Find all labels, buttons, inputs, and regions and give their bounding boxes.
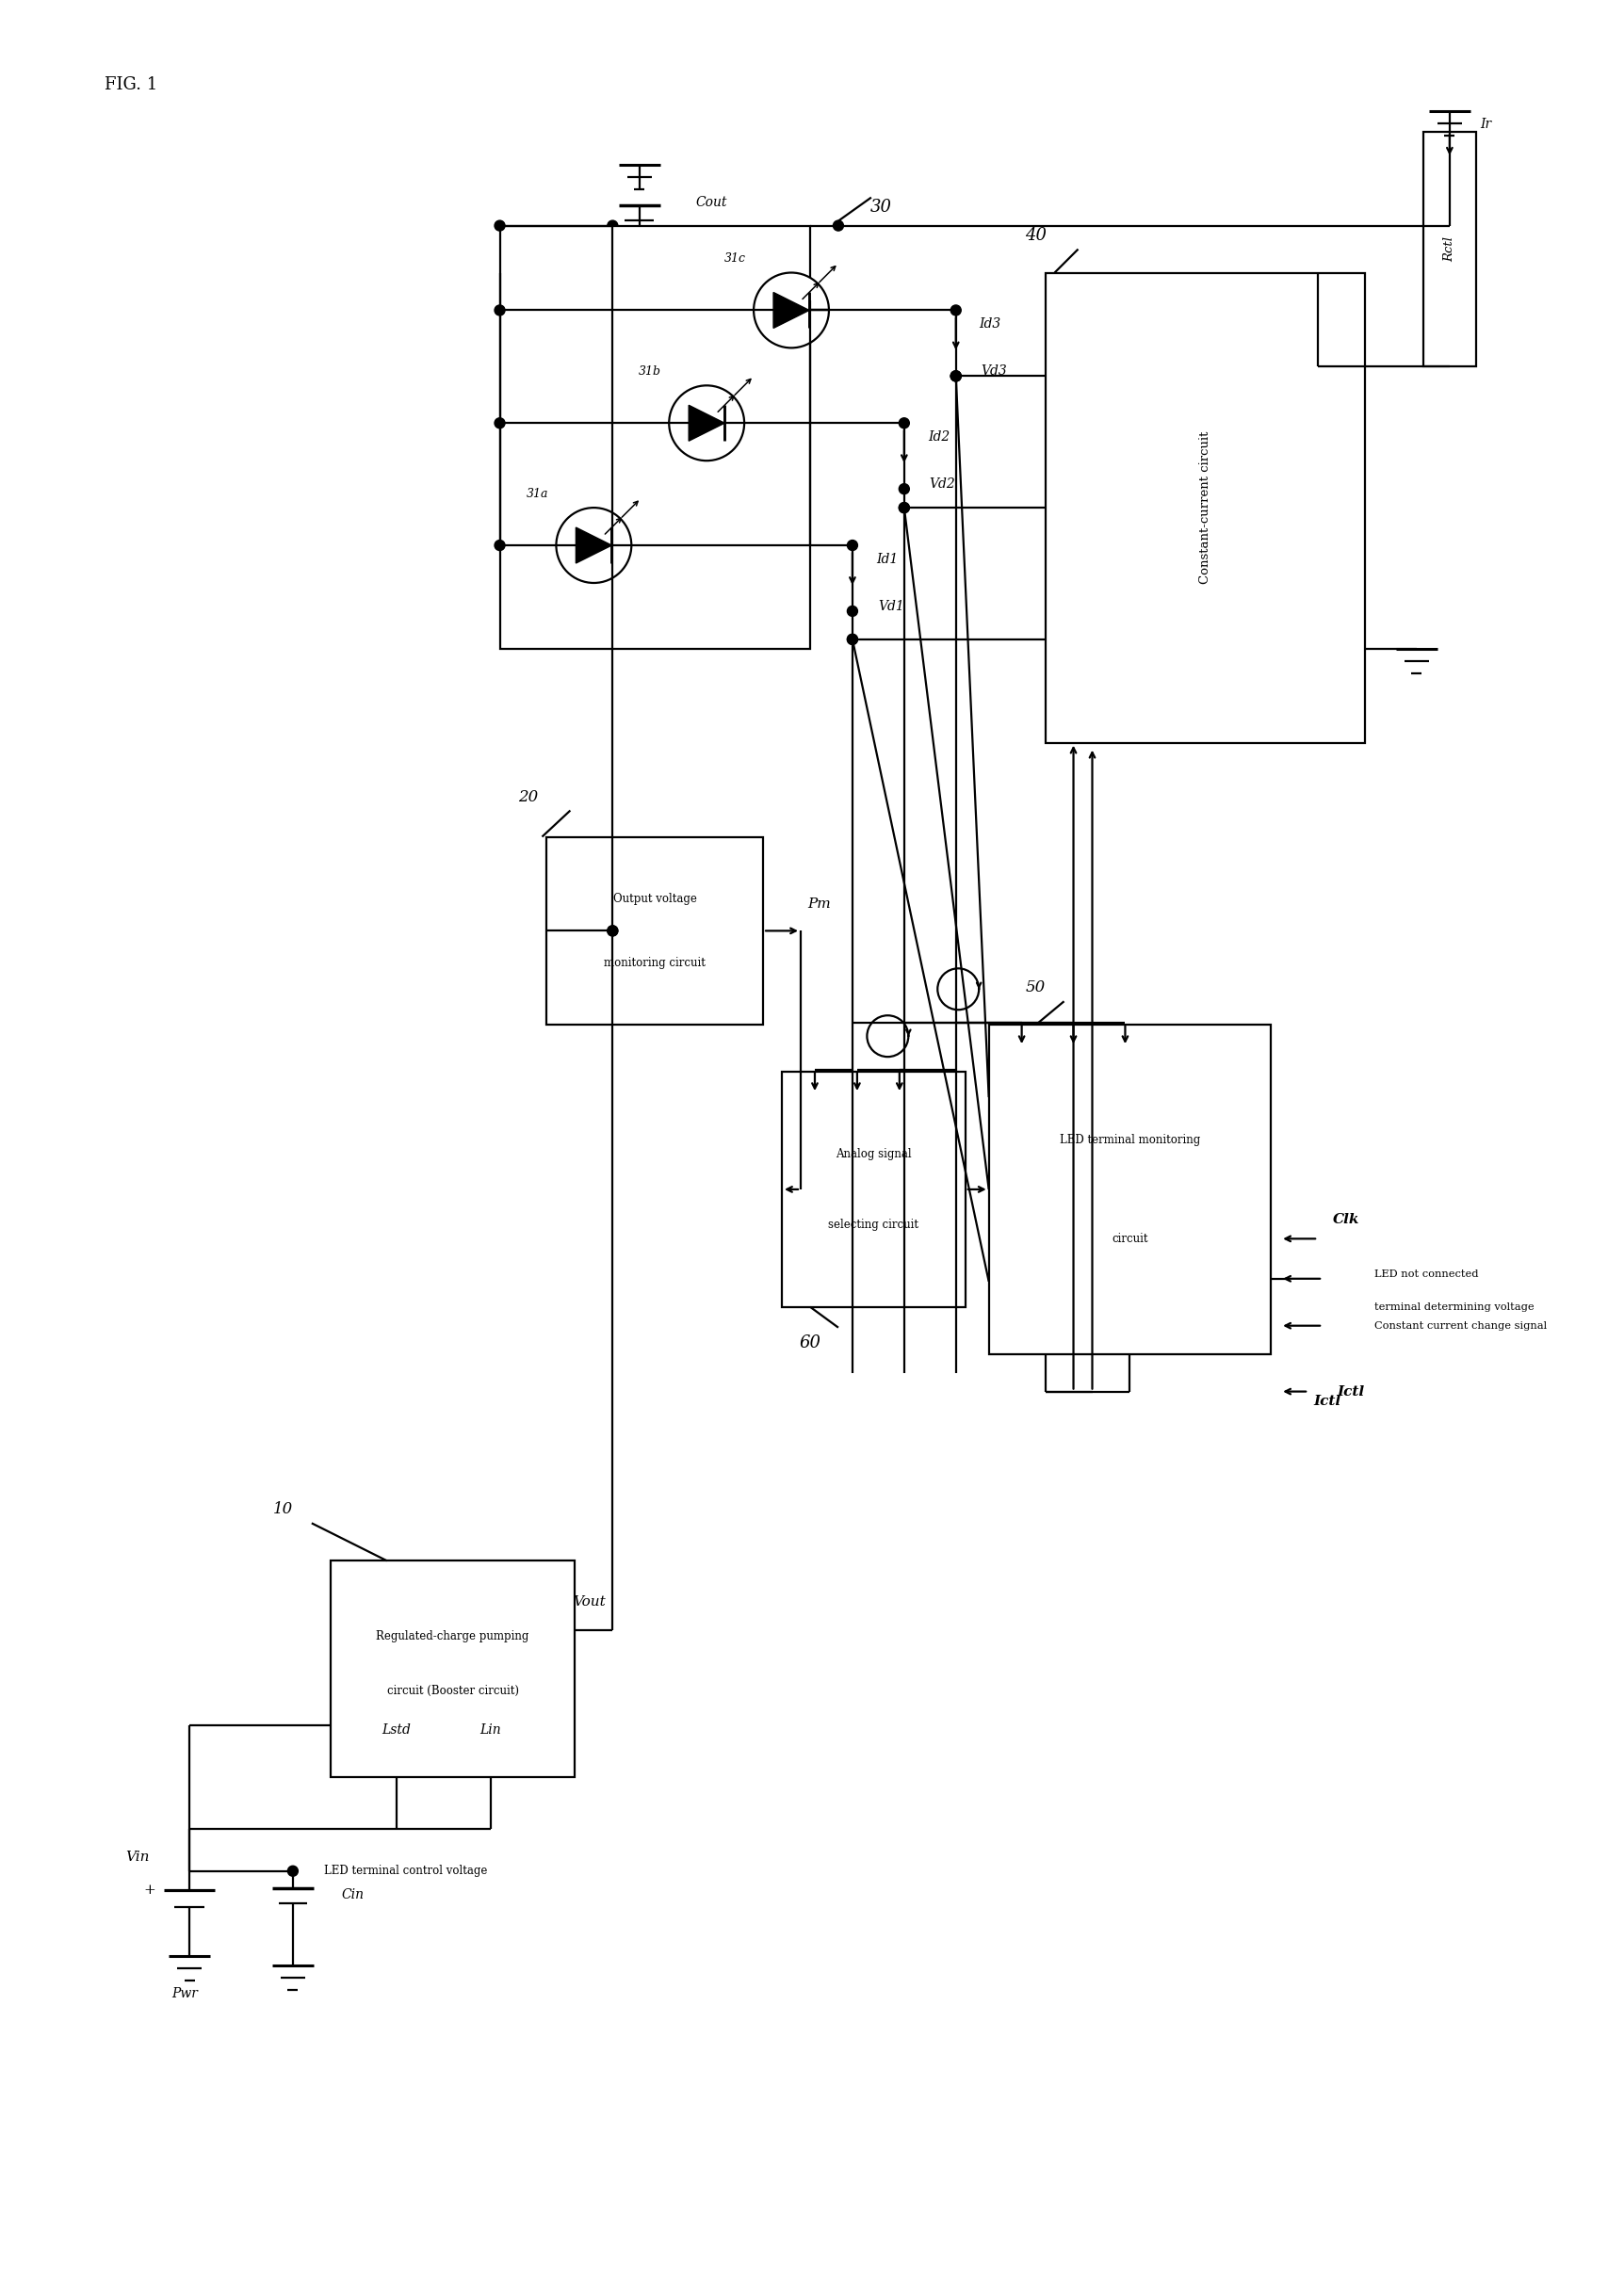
Circle shape xyxy=(950,305,962,315)
Text: 31b: 31b xyxy=(638,365,661,377)
Text: 31a: 31a xyxy=(526,487,548,501)
Text: LED not connected: LED not connected xyxy=(1375,1270,1478,1279)
Text: selecting circuit: selecting circuit xyxy=(828,1219,918,1231)
Text: Output voltage: Output voltage xyxy=(613,893,696,905)
Text: monitoring circuit: monitoring circuit xyxy=(605,957,706,969)
Text: circuit (Booster circuit): circuit (Booster circuit) xyxy=(388,1685,519,1697)
Text: Lstd: Lstd xyxy=(381,1724,412,1736)
Polygon shape xyxy=(773,292,809,328)
Circle shape xyxy=(867,1015,909,1056)
Circle shape xyxy=(950,372,962,381)
Circle shape xyxy=(899,484,910,494)
Circle shape xyxy=(899,503,910,512)
Circle shape xyxy=(847,634,857,645)
Text: Lin: Lin xyxy=(479,1724,502,1736)
Text: 30: 30 xyxy=(870,197,891,216)
Polygon shape xyxy=(576,528,611,563)
Bar xyxy=(1045,273,1365,744)
Text: Constant current change signal: Constant current change signal xyxy=(1375,1320,1547,1329)
Text: Cin: Cin xyxy=(343,1887,365,1901)
Bar xyxy=(331,1561,576,1777)
Bar xyxy=(500,225,810,650)
Circle shape xyxy=(950,372,962,381)
Bar xyxy=(989,1024,1270,1355)
Circle shape xyxy=(950,372,962,381)
Bar xyxy=(1423,131,1476,367)
Circle shape xyxy=(495,305,505,315)
Text: Vd3: Vd3 xyxy=(981,365,1008,379)
Text: LED terminal monitoring: LED terminal monitoring xyxy=(1060,1134,1200,1146)
Circle shape xyxy=(495,220,505,232)
Circle shape xyxy=(608,925,617,937)
Circle shape xyxy=(754,273,828,349)
Text: Rctl: Rctl xyxy=(1444,236,1455,262)
Text: terminal determining voltage: terminal determining voltage xyxy=(1375,1302,1534,1311)
Polygon shape xyxy=(688,404,725,441)
Circle shape xyxy=(847,634,857,645)
Text: Analog signal: Analog signal xyxy=(836,1148,912,1159)
Circle shape xyxy=(899,418,910,429)
Circle shape xyxy=(847,606,857,615)
Circle shape xyxy=(495,418,505,429)
Bar xyxy=(781,1072,965,1306)
Text: circuit: circuit xyxy=(1111,1233,1148,1244)
Text: Clk: Clk xyxy=(1333,1212,1360,1226)
Bar xyxy=(547,836,764,1024)
Circle shape xyxy=(608,220,617,232)
Text: Constant-current circuit: Constant-current circuit xyxy=(1200,432,1211,583)
Text: 20: 20 xyxy=(518,790,539,806)
Text: Ir: Ir xyxy=(1479,117,1491,131)
Text: 40: 40 xyxy=(1024,227,1047,243)
Circle shape xyxy=(899,503,910,512)
Text: +: + xyxy=(143,1883,156,1896)
Text: Pwr: Pwr xyxy=(172,1986,198,2000)
Circle shape xyxy=(288,1867,297,1876)
Text: Id1: Id1 xyxy=(876,553,897,567)
Circle shape xyxy=(669,386,745,461)
Text: Ictl: Ictl xyxy=(1336,1384,1364,1398)
Text: FIG. 1: FIG. 1 xyxy=(105,76,158,94)
Circle shape xyxy=(495,540,505,551)
Text: Pm: Pm xyxy=(807,898,831,912)
Circle shape xyxy=(937,969,979,1010)
Text: Vd2: Vd2 xyxy=(929,478,955,491)
Text: 31c: 31c xyxy=(725,253,746,264)
Text: 10: 10 xyxy=(273,1502,293,1518)
Text: Id3: Id3 xyxy=(979,317,1002,331)
Text: Vout: Vout xyxy=(572,1596,606,1607)
Text: 50: 50 xyxy=(1026,978,1045,994)
Circle shape xyxy=(556,507,632,583)
Text: Cout: Cout xyxy=(696,195,727,209)
Circle shape xyxy=(847,540,857,551)
Text: Vin: Vin xyxy=(125,1851,150,1864)
Text: 60: 60 xyxy=(799,1334,822,1350)
Circle shape xyxy=(833,220,844,232)
Circle shape xyxy=(608,925,617,937)
Text: Vd1: Vd1 xyxy=(878,599,904,613)
Text: Regulated-charge pumping: Regulated-charge pumping xyxy=(376,1630,529,1642)
Text: LED terminal control voltage: LED terminal control voltage xyxy=(325,1864,487,1878)
Text: Id2: Id2 xyxy=(928,432,950,443)
Text: Ictl: Ictl xyxy=(1314,1394,1341,1407)
